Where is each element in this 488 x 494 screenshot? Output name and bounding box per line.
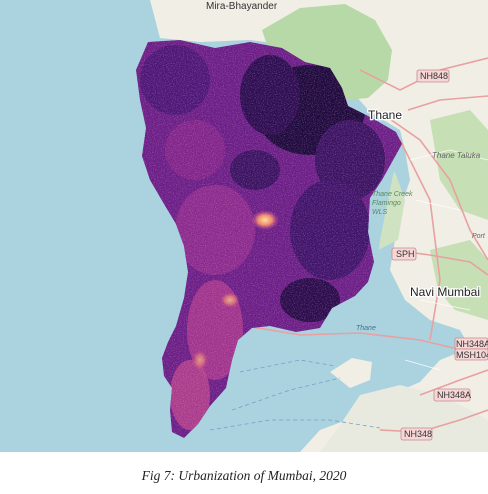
mainland-east xyxy=(150,0,488,452)
forest-park xyxy=(262,4,392,100)
place-labels: Mira-Bhayander Thane Thane Taluka Navi M… xyxy=(206,1,486,332)
svg-text:SPH: SPH xyxy=(396,249,415,259)
svg-text:MSH104: MSH104 xyxy=(456,350,488,360)
shield-nh348a-2: NH348A xyxy=(433,388,471,402)
figure-caption: Fig 7: Urbanization of Mumbai, 2020 xyxy=(141,468,347,483)
label-port: Port xyxy=(472,233,486,240)
label-flamingo-2: Flamingo xyxy=(372,200,401,207)
ferry-routes xyxy=(209,359,381,431)
label-thane-creek: Thane xyxy=(356,325,376,332)
svg-text:NH348A: NH348A xyxy=(456,339,488,349)
uran-land xyxy=(320,385,488,452)
svg-text:NH848: NH848 xyxy=(420,71,448,81)
forest-east xyxy=(430,110,488,220)
shield-nh848: NH848 xyxy=(416,69,450,83)
label-mira-bhayander: Mira-Bhayander xyxy=(206,1,278,12)
shield-msh104: MSH104 xyxy=(454,348,488,361)
label-navi-mumbai: Navi Mumbai xyxy=(410,285,480,299)
svg-text:NH348A: NH348A xyxy=(437,390,471,400)
label-thane-taluka: Thane Taluka xyxy=(432,151,481,160)
urbanization-map: Mira-Bhayander Thane Thane Taluka Navi M… xyxy=(0,0,488,452)
island-south xyxy=(330,358,372,388)
label-thane: Thane xyxy=(368,108,402,122)
shield-sph: SPH xyxy=(391,247,417,261)
svg-text:NH348: NH348 xyxy=(404,429,432,439)
label-flamingo-1: Thane Creek xyxy=(372,191,413,198)
shield-nh348: NH348 xyxy=(400,427,433,441)
label-flamingo-3: WLS xyxy=(372,209,388,216)
minor-roads xyxy=(404,149,488,371)
shield-nh348a-1: NH348A xyxy=(454,337,488,350)
forest-patch xyxy=(430,240,488,320)
